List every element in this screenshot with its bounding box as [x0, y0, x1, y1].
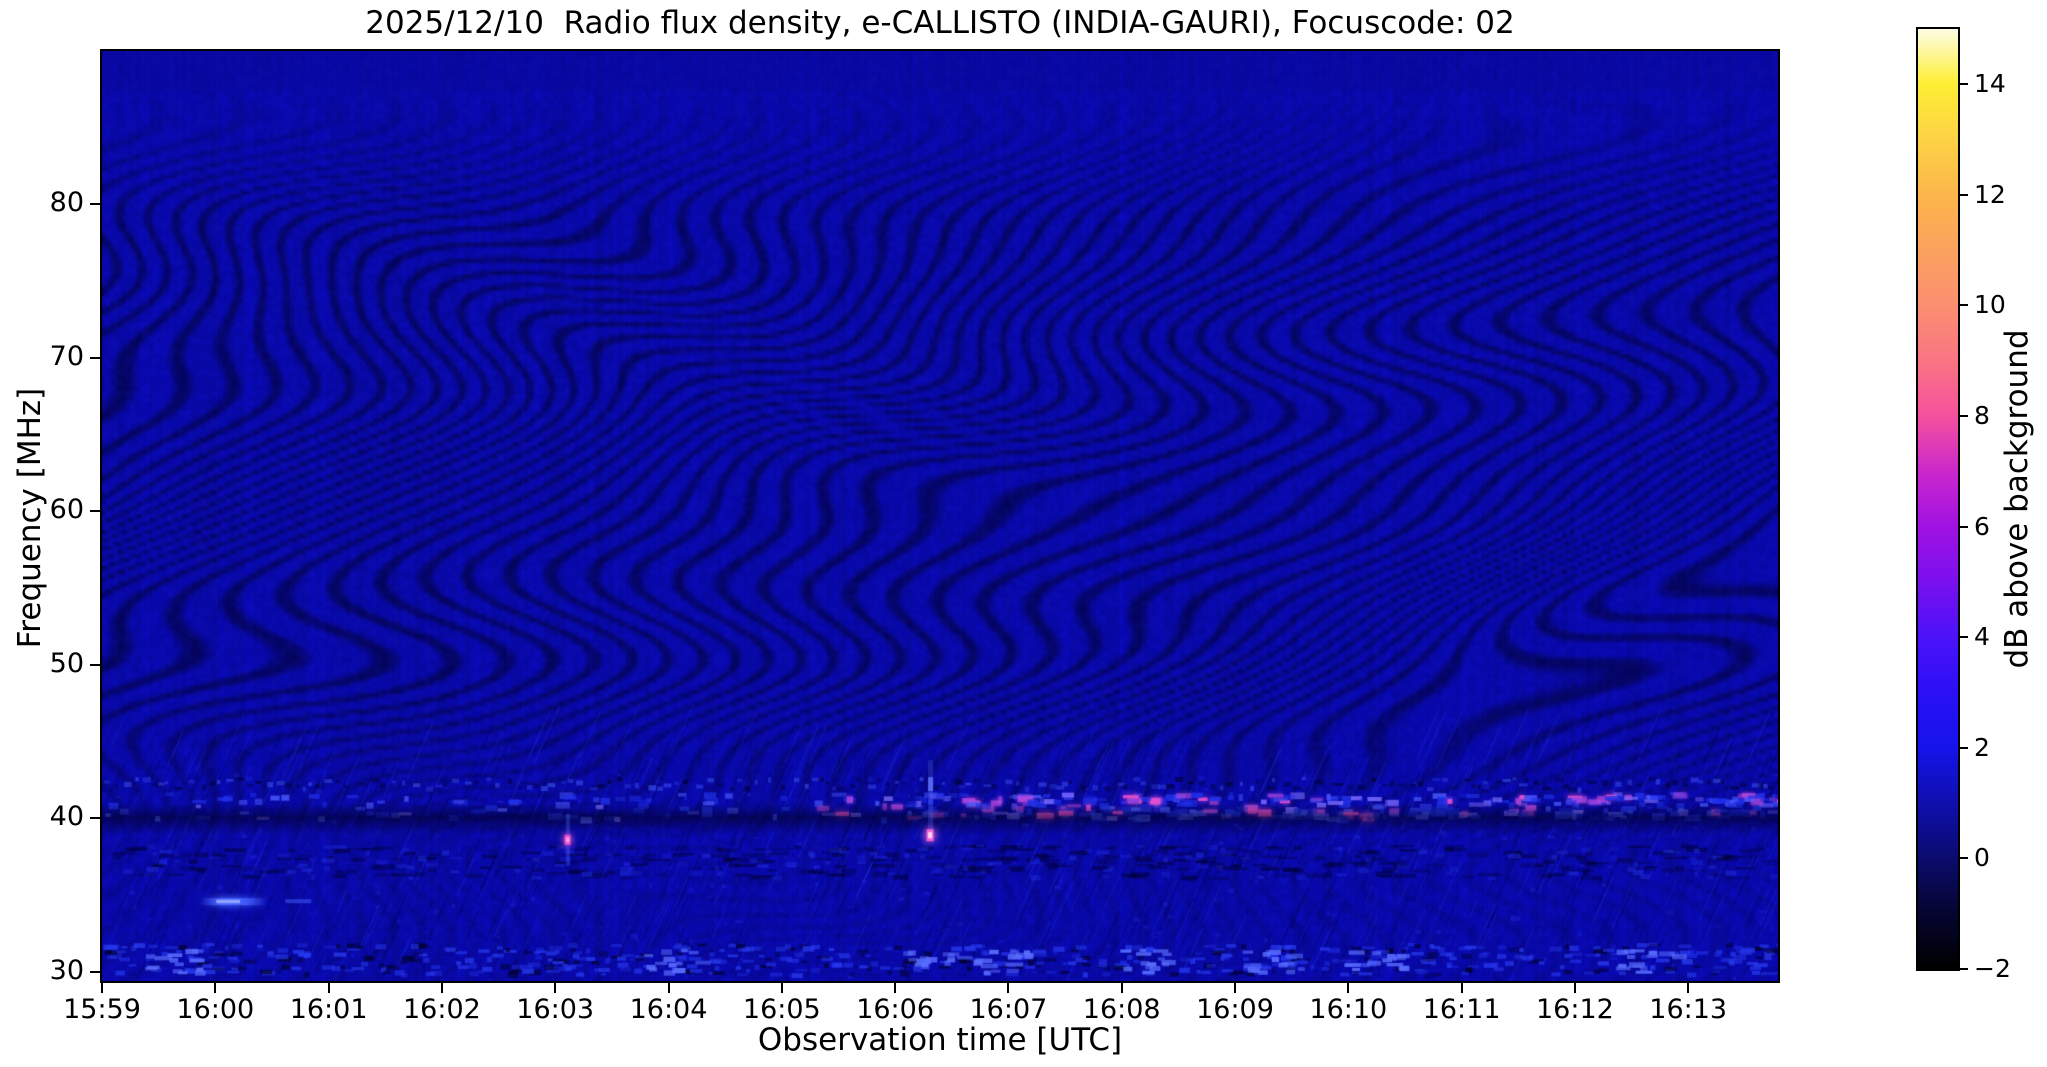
y-tick-mark [90, 510, 100, 513]
y-tick-label: 80 [49, 187, 84, 219]
x-tick-label: 16:02 [402, 994, 481, 1025]
colorbar-tick-mark [1960, 857, 1968, 860]
colorbar-tick-label: 8 [1974, 401, 1990, 431]
colorbar-tick-label: 4 [1974, 622, 1990, 652]
colorbar-tick-label: 0 [1974, 843, 1990, 873]
x-tick-mark [440, 983, 443, 993]
x-tick-mark [214, 983, 217, 993]
x-tick-mark [667, 983, 670, 993]
x-tick-label: 16:03 [516, 994, 595, 1025]
colorbar-label: dB above background [1999, 329, 2035, 669]
x-tick-mark [780, 983, 783, 993]
colorbar-tick-label: 14 [1974, 69, 2006, 99]
y-axis-label: Frequency [MHz] [12, 387, 48, 649]
y-tick-label: 70 [49, 340, 84, 372]
y-tick-label: 50 [49, 647, 84, 679]
colorbar-tick-mark [1960, 525, 1968, 528]
x-tick-label: 16:12 [1535, 994, 1614, 1025]
x-tick-label: 16:06 [856, 994, 934, 1025]
spectrogram-canvas [102, 51, 1778, 981]
x-tick-label: 16:10 [1309, 994, 1388, 1025]
x-tick-label: 16:05 [742, 994, 821, 1025]
colorbar-tick-label: 2 [1974, 732, 1990, 762]
colorbar-tick-mark [1960, 193, 1968, 196]
x-tick-label: 16:01 [289, 994, 368, 1025]
x-tick-label: 16:13 [1649, 994, 1728, 1025]
y-tick-mark [90, 970, 100, 973]
y-tick-label: 40 [49, 801, 84, 833]
y-tick-mark [90, 203, 100, 206]
colorbar-tick-mark [1960, 636, 1968, 639]
plot-area [100, 49, 1780, 983]
colorbar [1916, 27, 1960, 971]
colorbar-tick-mark [1960, 968, 1968, 970]
x-tick-label: 16:07 [969, 994, 1048, 1025]
x-tick-mark [1687, 983, 1690, 993]
x-tick-mark [1460, 983, 1463, 993]
x-tick-mark [1007, 983, 1010, 993]
colorbar-tick-mark [1960, 304, 1968, 307]
y-tick-label: 30 [49, 954, 84, 986]
x-tick-mark [327, 983, 330, 993]
colorbar-tick-mark [1960, 746, 1968, 749]
colorbar-tick-label: −2 [1974, 954, 2011, 983]
y-tick-mark [90, 817, 100, 820]
colorbar-tick-mark [1960, 83, 1968, 86]
x-tick-label: 16:09 [1196, 994, 1274, 1025]
x-tick-mark [554, 983, 557, 993]
x-tick-mark [1347, 983, 1350, 993]
colorbar-tick-label: 12 [1974, 179, 2006, 209]
x-tick-label: 16:04 [629, 994, 708, 1025]
colorbar-tick-label: 10 [1974, 290, 2006, 320]
x-tick-label: 16:11 [1422, 994, 1501, 1025]
x-tick-mark [1120, 983, 1123, 993]
x-tick-mark [1573, 983, 1576, 993]
x-tick-label: 15:59 [63, 994, 141, 1025]
colorbar-tick-label: 6 [1974, 511, 1990, 541]
x-tick-label: 16:00 [176, 994, 255, 1025]
x-tick-label: 16:08 [1082, 994, 1161, 1025]
y-tick-mark [90, 356, 100, 359]
chart-title: 2025/12/10 Radio flux density, e-CALLIST… [365, 5, 1515, 41]
x-tick-mark [101, 983, 103, 993]
colorbar-tick-mark [1960, 415, 1968, 418]
x-tick-mark [894, 983, 897, 993]
y-tick-mark [90, 663, 100, 666]
y-tick-label: 60 [49, 494, 84, 526]
colorbar-gradient [1918, 29, 1958, 969]
x-axis-label: Observation time [UTC] [757, 1022, 1123, 1058]
x-tick-mark [1234, 983, 1236, 993]
